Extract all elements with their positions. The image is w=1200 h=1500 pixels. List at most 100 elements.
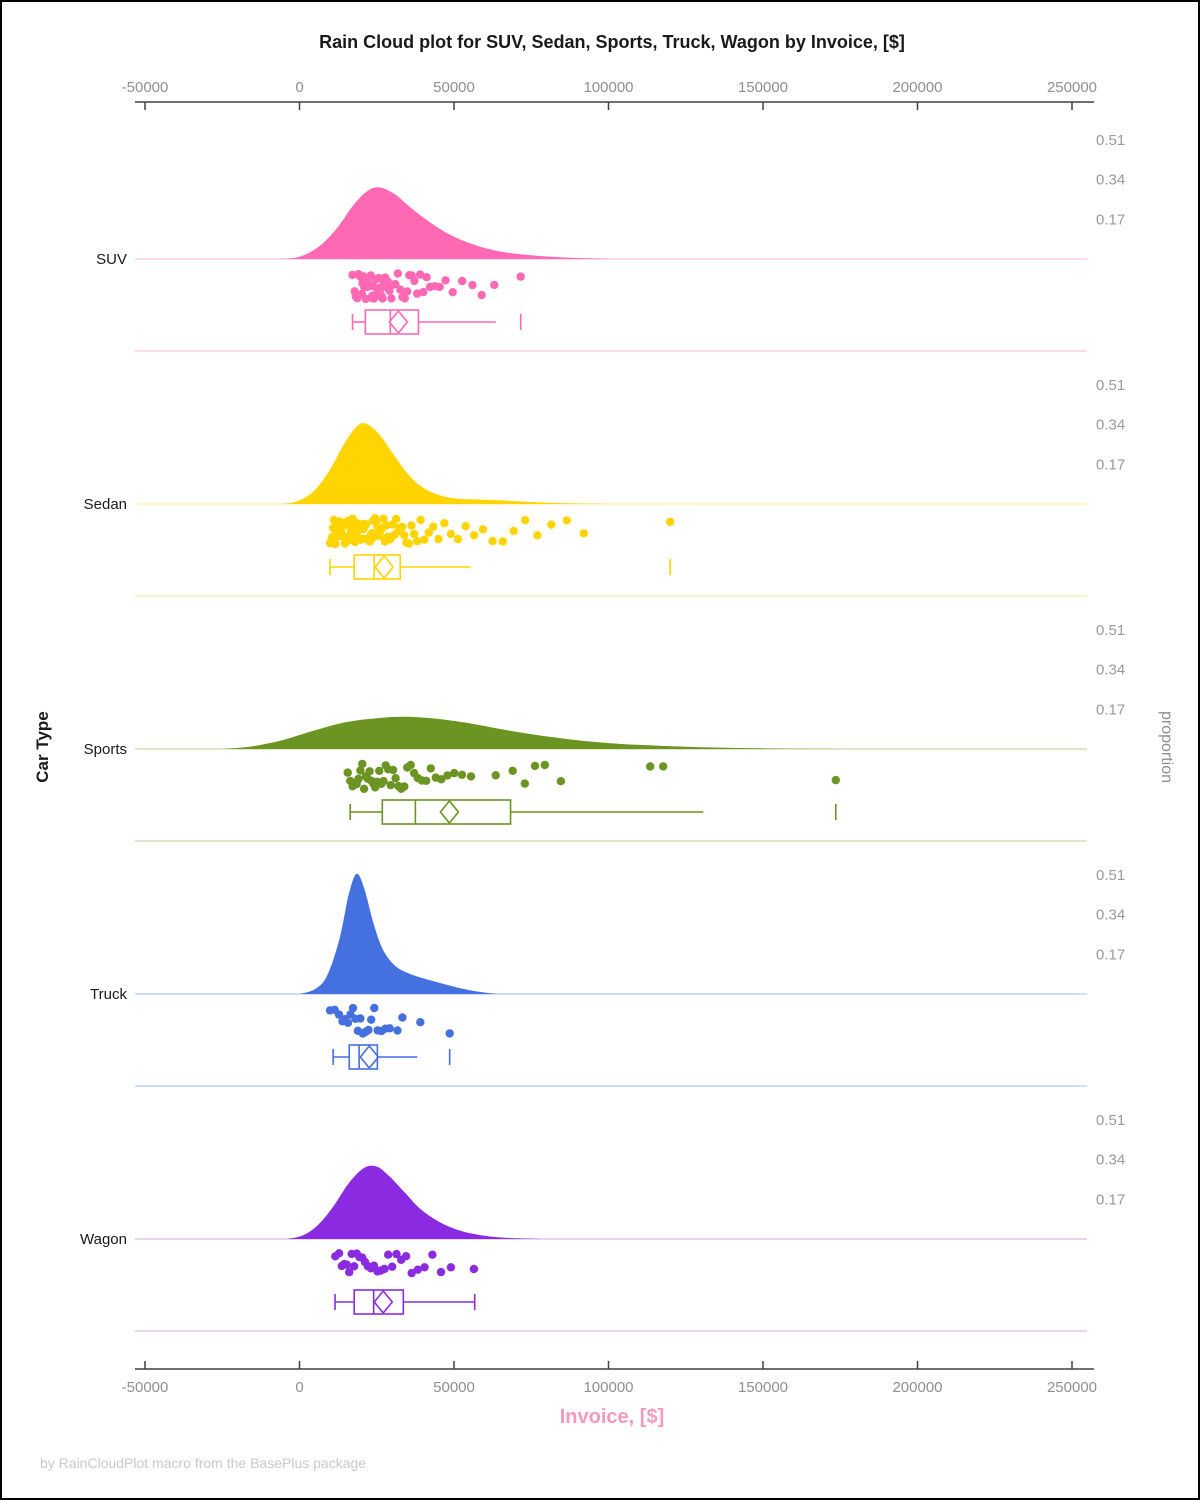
rain-point xyxy=(370,292,380,301)
rain-point xyxy=(556,777,566,786)
rain-point xyxy=(420,535,429,544)
rain-point xyxy=(547,520,556,529)
rain-point xyxy=(400,294,409,303)
panels: 0.51 0.34 0.17 SUV 0.51 0.34 0.17 Sedan 0.51 0.34… xyxy=(80,132,1125,1332)
proportion-tick-label: 0.51 xyxy=(1096,132,1125,149)
rain-point xyxy=(533,531,542,540)
rain-point xyxy=(646,762,655,771)
rain-point xyxy=(386,780,395,790)
rain-point xyxy=(385,286,394,295)
rain-point xyxy=(453,534,463,544)
rain-point xyxy=(354,774,363,783)
proportion-tick-label: 0.51 xyxy=(1096,377,1125,394)
rain-point xyxy=(446,529,456,539)
chart-title: Rain Cloud plot for SUV, Sedan, Sports, … xyxy=(319,32,905,52)
rain-point xyxy=(342,1260,351,1269)
rain-point xyxy=(387,294,396,303)
rain-point xyxy=(378,294,387,303)
rain-point xyxy=(419,287,428,297)
mean-diamond xyxy=(373,1289,394,1315)
proportion-tick-label: 0.17 xyxy=(1096,1191,1125,1208)
rain-point xyxy=(437,775,446,784)
density-curve xyxy=(222,716,841,749)
rain-point xyxy=(334,1249,344,1258)
rain-point xyxy=(448,288,457,297)
rain-point xyxy=(434,534,443,544)
rain-point xyxy=(428,1250,437,1259)
density-curve xyxy=(287,1165,541,1239)
box-iqr xyxy=(381,799,512,825)
x-tick-label: 50000 xyxy=(433,1379,475,1396)
mean-diamond xyxy=(439,799,460,825)
rain-point xyxy=(415,270,425,279)
box-iqr xyxy=(348,1044,379,1070)
panel-sports: 0.51 0.34 0.17 Sports xyxy=(84,622,1125,842)
box-plot xyxy=(334,1289,476,1315)
panel-wagon: 0.51 0.34 0.17 Wagon xyxy=(80,1112,1125,1332)
box-iqr xyxy=(353,1289,405,1315)
rain-point xyxy=(343,1018,353,1027)
density-curve xyxy=(299,873,498,994)
box-iqr xyxy=(353,554,402,580)
x-tick-label: 200000 xyxy=(892,79,942,96)
proportion-tick-label: 0.34 xyxy=(1096,172,1125,189)
rain-point xyxy=(348,1003,358,1013)
rain-point xyxy=(490,280,499,290)
category-label: Wagon xyxy=(80,1231,127,1248)
proportion-tick-label: 0.34 xyxy=(1096,1152,1125,1169)
mean-diamond xyxy=(388,309,409,335)
rain-point xyxy=(331,539,340,549)
rain-point xyxy=(356,766,365,775)
y-axis-title: Car Type xyxy=(33,711,52,783)
rain-point xyxy=(426,764,435,773)
box-plot xyxy=(351,309,522,335)
rain-point xyxy=(530,761,540,771)
rain-points xyxy=(348,269,525,304)
rain-point xyxy=(440,519,449,528)
x-tick-label: 250000 xyxy=(1047,1379,1097,1396)
proportion-tick-label: 0.17 xyxy=(1096,456,1125,473)
rain-point xyxy=(579,529,588,538)
rain-point xyxy=(416,515,425,525)
rain-point xyxy=(400,531,409,540)
rain-point xyxy=(398,1013,407,1022)
x-tick-label: 200000 xyxy=(892,1379,942,1396)
rain-point xyxy=(450,768,459,778)
rain-point xyxy=(420,1263,429,1272)
rain-point xyxy=(429,522,438,531)
x-axis-top: -50000 0 50000 100000 150000 200000 250000 xyxy=(122,79,1097,110)
box-plot xyxy=(329,554,671,580)
rain-point xyxy=(666,517,675,527)
rain-point xyxy=(445,1029,454,1038)
rain-point xyxy=(409,529,419,539)
rain-point xyxy=(393,1026,402,1035)
rain-point xyxy=(406,760,415,770)
rain-point xyxy=(491,771,500,780)
rain-point xyxy=(446,1263,456,1272)
rain-point xyxy=(659,762,668,771)
rain-point xyxy=(509,526,518,536)
density-curve xyxy=(284,423,609,504)
category-label: Sports xyxy=(84,741,127,758)
rain-point xyxy=(358,759,367,769)
rain-point xyxy=(392,514,401,524)
rain-point xyxy=(391,774,400,783)
rain-point xyxy=(469,1264,479,1274)
rain-points xyxy=(325,1003,454,1038)
footer-note: by RainCloudPlot macro from the BasePlus… xyxy=(40,1455,366,1471)
rain-point xyxy=(478,525,488,534)
x-tick-label: -50000 xyxy=(122,79,169,96)
rain-point xyxy=(396,285,405,294)
x-tick-label: 0 xyxy=(295,1379,303,1396)
rain-point xyxy=(397,522,407,532)
rain-point xyxy=(382,521,391,530)
proportion-tick-label: 0.17 xyxy=(1096,701,1125,718)
rain-point xyxy=(334,1010,344,1019)
rain-point xyxy=(384,1250,393,1259)
category-label: Truck xyxy=(90,986,127,1003)
rain-point xyxy=(400,782,409,791)
right-axis-title: proportion xyxy=(1158,711,1175,783)
rain-point xyxy=(461,522,470,531)
rain-point xyxy=(375,766,384,775)
